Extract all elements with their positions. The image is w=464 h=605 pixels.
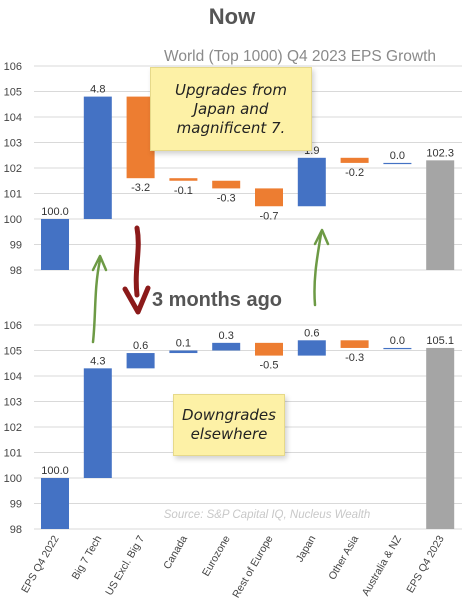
- data-label: 102.3: [426, 147, 454, 159]
- data-label: -0.3: [345, 352, 364, 364]
- data-label: -0.7: [260, 210, 279, 222]
- bar-japan: [297, 340, 326, 356]
- data-label: 100.0: [41, 465, 69, 477]
- data-label: 4.3: [90, 355, 105, 367]
- data-label: 0.3: [219, 330, 234, 342]
- y-tick-label: 98: [10, 265, 22, 277]
- bar-other-asia: [340, 157, 369, 163]
- bar-us-excl-big-7: [126, 96, 155, 179]
- y-tick-label: 100: [4, 214, 22, 226]
- y-tick-label: 98: [10, 524, 22, 536]
- y-tick-label: 102: [4, 163, 22, 175]
- x-category-label: Japan: [294, 533, 319, 564]
- bar-rest-of-europe: [255, 188, 283, 207]
- x-category-label: Big 7 Tech: [70, 533, 105, 581]
- x-category-label: Australia & NZ: [360, 533, 405, 598]
- y-tick-label: 99: [10, 240, 22, 252]
- y-tick-label: 101: [4, 448, 22, 460]
- upgrades-note: Upgrades from Japan and magnificent 7.: [150, 67, 312, 151]
- bar-eps-q4-2023: [426, 347, 455, 529]
- bar-big-7-tech: [83, 368, 112, 478]
- bar-australia-nz: [383, 162, 412, 165]
- y-tick-label: 102: [4, 422, 22, 434]
- y-tick-label: 104: [4, 371, 22, 383]
- y-tick-label: 101: [4, 189, 22, 201]
- x-category-label: Eurozone: [200, 533, 233, 578]
- bar-eurozone: [212, 180, 241, 189]
- data-label: 0.6: [133, 340, 148, 352]
- bar-big-7-tech: [83, 96, 112, 219]
- data-label: 4.8: [90, 84, 105, 96]
- bar-australia-nz: [383, 347, 412, 350]
- y-tick-label: 105: [4, 346, 22, 358]
- data-label: -3.2: [131, 182, 150, 194]
- up-arrow-right-head-icon: [313, 228, 330, 246]
- data-label: 0.0: [390, 335, 405, 347]
- bar-japan: [297, 157, 326, 207]
- chart-title: World (Top 1000) Q4 2023 EPS Growth: [164, 48, 436, 65]
- y-tick-label: 100: [4, 473, 22, 485]
- bottom-waterfall-chart: 106 105 104 103 102 101 100 99 98 100.0 4.3 0.6 0.1 0…: [4, 320, 462, 536]
- up-arrow-left-icon: [91, 258, 102, 344]
- up-arrow-right-icon: [313, 232, 323, 307]
- y-tick-label: 106: [4, 61, 22, 73]
- down-arrow-head-icon: [122, 285, 151, 315]
- down-arrow-icon: [133, 225, 141, 298]
- data-label: 0.0: [390, 150, 405, 162]
- x-category-label: US Excl. Big 7: [103, 533, 147, 597]
- x-category-label: Canada: [161, 533, 190, 571]
- bar-eurozone: [212, 342, 241, 351]
- comparison-subtitle: 3 months ago: [152, 289, 283, 311]
- source-note: Source: S&P Capital IQ, Nucleus Wealth: [164, 509, 370, 521]
- bar-other-asia: [340, 340, 369, 348]
- downgrades-note: Downgrades elsewhere: [173, 394, 285, 456]
- data-label: 0.6: [304, 327, 319, 339]
- up-arrow-left-head-icon: [91, 254, 108, 272]
- y-tick-label: 99: [10, 499, 22, 511]
- y-tick-label: 106: [4, 320, 22, 332]
- y-tick-label: 103: [4, 397, 22, 409]
- x-category-label: Other Asia: [326, 533, 361, 582]
- data-label: -0.5: [260, 360, 279, 372]
- bar-rest-of-europe: [255, 342, 283, 356]
- top-waterfall-chart: 106 105 104 103 102 101 100 99 98 100.0 4.8 -3.2 -0.…: [4, 61, 462, 277]
- x-category-label: EPS Q4 2023: [404, 533, 447, 595]
- bar-eps-q4-2023: [426, 160, 455, 270]
- data-label: -0.2: [345, 167, 364, 179]
- x-category-label: Rest of Europe: [230, 533, 275, 600]
- y-tick-label: 103: [4, 138, 22, 150]
- y-tick-label: 104: [4, 112, 22, 124]
- page-title: Now: [208, 4, 256, 29]
- y-tick-label: 105: [4, 87, 22, 99]
- data-label: 100.0: [41, 206, 69, 218]
- data-label: -0.3: [217, 192, 236, 204]
- bar-canada: [169, 350, 198, 354]
- x-category-label: EPS Q4 2022: [19, 533, 62, 595]
- data-label: 105.1: [426, 335, 454, 347]
- bar-eps-q4-2022: [41, 478, 69, 529]
- bar-canada: [169, 178, 198, 181]
- bar-us-excl-big-7: [126, 353, 155, 369]
- data-label: 0.1: [176, 338, 191, 350]
- data-label: -0.1: [174, 185, 193, 197]
- bar-eps-q4-2022: [41, 219, 69, 270]
